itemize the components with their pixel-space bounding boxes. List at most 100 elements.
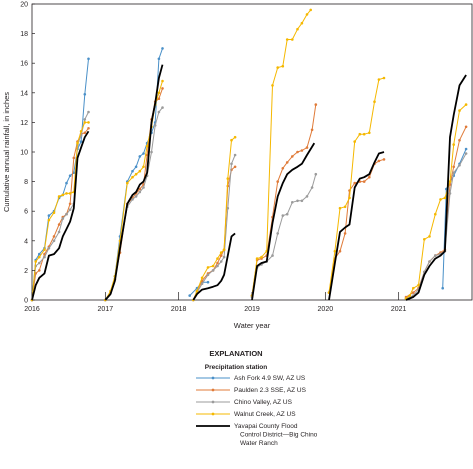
series-line <box>251 9 312 296</box>
series-line <box>31 111 89 301</box>
data-point <box>142 186 145 189</box>
series-line <box>31 130 90 301</box>
data-point <box>291 155 294 158</box>
data-point <box>423 238 426 241</box>
data-point <box>38 269 41 272</box>
data-point <box>309 8 313 12</box>
data-point <box>305 13 309 16</box>
data-point <box>464 147 468 151</box>
data-point <box>417 283 420 287</box>
data-point <box>226 206 230 210</box>
data-point <box>138 155 142 158</box>
data-point <box>131 198 134 201</box>
x-axis-ticks: 2016 2017 2018 2019 2020 2021 <box>24 292 407 313</box>
data-point <box>157 97 161 100</box>
data-point <box>233 135 237 139</box>
data-point <box>134 195 138 198</box>
data-point <box>161 79 164 83</box>
data-point <box>291 201 294 204</box>
series-line <box>104 64 164 301</box>
data-point <box>68 208 72 211</box>
data-point <box>434 212 437 216</box>
data-point <box>362 180 366 183</box>
series-line <box>251 174 317 298</box>
data-point <box>47 218 51 222</box>
x-axis-title: Water year <box>234 321 271 330</box>
data-point <box>276 180 280 183</box>
data-point <box>153 124 157 127</box>
data-point <box>188 294 191 297</box>
data-point <box>216 261 219 265</box>
series-line <box>192 232 236 301</box>
series-line <box>31 58 89 301</box>
data-point <box>134 165 138 169</box>
data-point <box>216 257 219 260</box>
data-point <box>260 255 263 259</box>
data-point <box>211 269 215 272</box>
data-point <box>83 93 87 96</box>
data-point <box>285 212 289 216</box>
y-tick-label: 0 <box>24 298 28 305</box>
data-point <box>87 110 90 114</box>
data-point <box>291 38 294 41</box>
data-point <box>157 57 161 61</box>
data-point <box>219 260 223 263</box>
data-point <box>296 150 299 154</box>
y-axis-ticks: 0 2 4 6 8 10 12 14 16 18 20 <box>20 2 35 305</box>
data-point <box>87 57 90 61</box>
data-point <box>68 192 72 195</box>
data-point <box>428 235 431 238</box>
data-point <box>452 171 456 174</box>
data-point <box>38 252 41 256</box>
data-point <box>200 282 204 286</box>
data-point <box>57 195 61 198</box>
data-point <box>157 91 161 95</box>
data-point <box>271 84 274 87</box>
x-tick-label: 2017 <box>98 306 114 313</box>
legend-item: Yavapai County Flood Control District—Big… <box>196 423 318 447</box>
data-point <box>373 100 376 103</box>
series-line <box>31 127 89 301</box>
data-point <box>65 212 68 216</box>
data-point <box>52 211 56 214</box>
data-point <box>161 47 164 50</box>
data-point <box>448 192 452 195</box>
legend-label: Chino Valley, AZ US <box>234 399 293 406</box>
data-point <box>79 130 83 133</box>
data-point <box>195 289 199 293</box>
data-point <box>368 131 371 135</box>
data-point <box>458 138 461 142</box>
data-point <box>72 156 76 160</box>
data-point <box>314 172 318 176</box>
series-line <box>192 136 236 301</box>
data-point <box>138 190 142 194</box>
data-point <box>52 235 56 238</box>
data-point <box>233 153 237 157</box>
data-point <box>138 187 142 191</box>
y-tick-label: 10 <box>20 150 28 157</box>
data-point <box>443 196 447 200</box>
series-line <box>405 153 467 299</box>
data-point <box>222 248 226 251</box>
data-point <box>68 202 72 206</box>
data-point <box>211 264 215 268</box>
series-line <box>328 151 385 301</box>
y-tick-label: 16 <box>20 61 28 68</box>
legend-item: Ash Fork 4.9 SW, AZ US <box>196 375 306 382</box>
data-point <box>285 38 289 41</box>
data-point <box>38 255 41 259</box>
y-tick-label: 2 <box>24 268 28 275</box>
data-point <box>47 214 51 217</box>
data-point <box>271 254 274 257</box>
series-line <box>251 142 316 301</box>
data-point <box>458 109 461 112</box>
data-point <box>285 161 289 164</box>
data-point <box>226 177 230 180</box>
data-point <box>382 76 386 80</box>
data-point <box>452 165 456 169</box>
data-point <box>377 78 381 81</box>
data-point <box>142 152 145 155</box>
data-point <box>206 273 210 277</box>
